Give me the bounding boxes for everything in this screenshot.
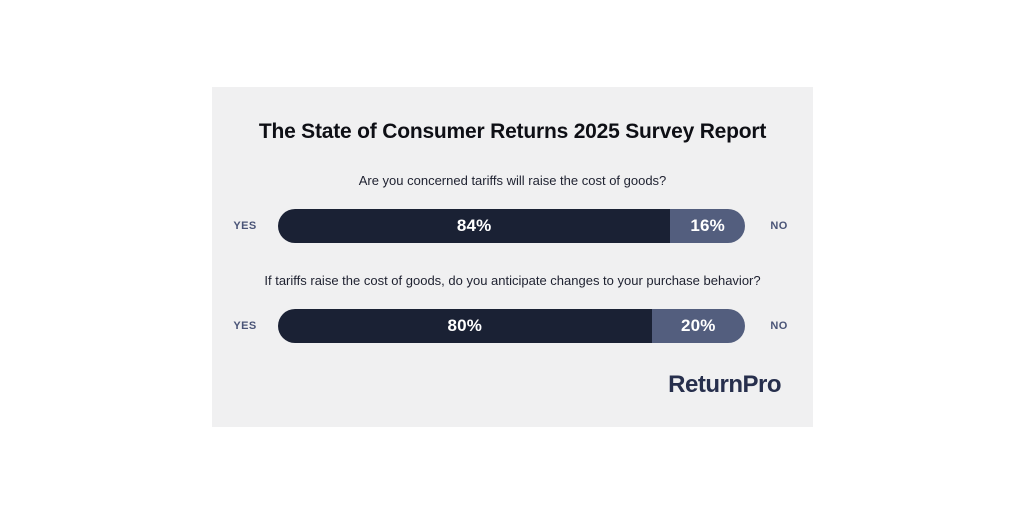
question-1-bar-row: YES 84% 16% NO — [212, 209, 813, 243]
question-2-no-label: NO — [770, 320, 788, 332]
question-2-stacked-bar: 80% 20% — [278, 309, 745, 343]
question-1-yes-segment: 84% — [278, 209, 671, 243]
returnpro-logo: ReturnPro — [668, 371, 781, 398]
question-2-bar-row: YES 80% 20% NO — [212, 309, 813, 343]
question-1-no-percent: 16% — [690, 216, 725, 235]
question-1-no-segment: 16% — [670, 209, 745, 243]
question-2-yes-label: YES — [233, 320, 257, 332]
question-1-stacked-bar: 84% 16% — [278, 209, 745, 243]
logo-row: ReturnPro — [212, 371, 813, 399]
question-2-text: If tariffs raise the cost of goods, do y… — [264, 273, 761, 288]
question-1-text: Are you concerned tariffs will raise the… — [358, 173, 667, 188]
question-1-yes-label: YES — [233, 220, 257, 232]
question-1-no-label: NO — [770, 220, 788, 232]
question-1-yes-percent: 84% — [456, 216, 492, 235]
question-2-yes-segment: 80% — [278, 309, 652, 343]
survey-question-2: If tariffs raise the cost of goods, do y… — [212, 273, 813, 343]
question-2-no-segment: 20% — [651, 309, 745, 343]
survey-report-card: The State of Consumer Returns 2025 Surve… — [212, 87, 813, 427]
question-2-no-percent: 20% — [680, 316, 716, 335]
page-title: The State of Consumer Returns 2025 Surve… — [258, 120, 767, 143]
question-2-yes-percent: 80% — [447, 316, 483, 335]
survey-question-1: Are you concerned tariffs will raise the… — [212, 173, 813, 243]
